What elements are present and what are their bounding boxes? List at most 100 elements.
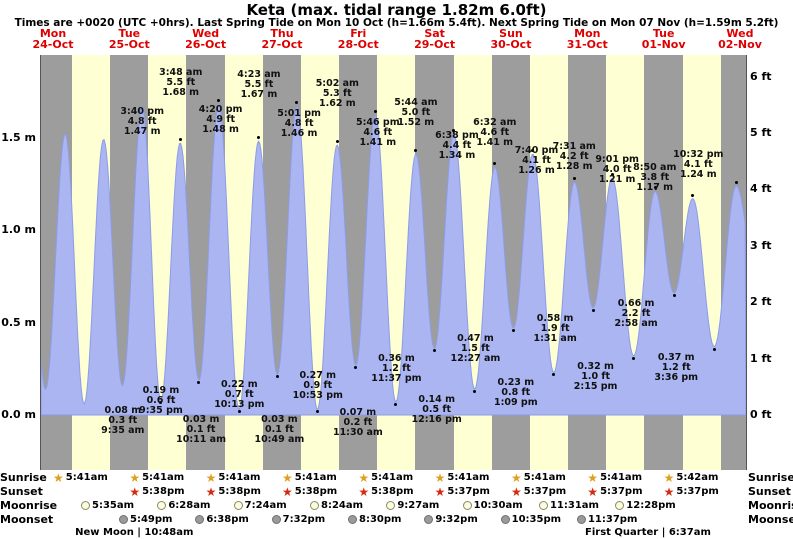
sunset-entry: ★ 5:37pm	[435, 485, 490, 498]
moonrise-row-label-right: Moonrise	[748, 499, 793, 512]
tide-high-label: 7:40 pm 4.1 ft 1.26 m	[509, 145, 565, 176]
moonset-entry: 6:38pm	[195, 513, 249, 526]
right-axis-tick-label: 6 ft	[750, 69, 772, 83]
tide-label-line: 0.27 m	[299, 370, 337, 382]
tide-label-line: 0.07 m	[339, 407, 377, 419]
tide-label-line: 10:11 am	[176, 434, 226, 446]
tide-extreme-marker	[610, 173, 614, 177]
day-label-dow: Fri	[350, 27, 367, 40]
tide-label-line: 0.58 m	[536, 312, 574, 324]
moonset-entry: 8:30pm	[347, 513, 401, 526]
day-label-dow: Sun	[499, 27, 523, 40]
tide-extreme-marker	[275, 375, 279, 379]
moonrise-circle-icon	[157, 501, 167, 510]
sunrise-entry: ★ 5:41am	[435, 471, 490, 484]
tide-low-label: 0.58 m 1.9 ft 1:31 am	[527, 312, 583, 344]
tide-high-label: 5:46 pm 4.6 ft 1.41 m	[350, 118, 406, 148]
tide-high-label: 4:20 pm 4.9 ft 1.48 m	[193, 105, 249, 135]
day-label: Wed 02-Nov	[708, 28, 772, 50]
moonset-entry: 7:32pm	[271, 513, 325, 526]
tide-high-label: 3:48 am 5.5 ft 1.68 m	[153, 68, 209, 98]
tide-label-line: 4.1 ft	[683, 158, 713, 170]
tide-extreme-marker	[531, 149, 535, 153]
day-label: Wed 26-Oct	[174, 28, 238, 50]
tide-label-line: 1.47 m	[123, 126, 161, 138]
moon-phase-note: New Moon | 10:48am	[75, 527, 194, 538]
tide-label-line: 4.8 ft	[284, 117, 314, 129]
tide-label-line: 0.5 ft	[422, 404, 452, 416]
tide-high-label: 8:50 am 3.8 ft 1.17 m	[627, 162, 683, 193]
tide-label-line: 7:31 am	[552, 141, 596, 153]
tide-high-label: 5:02 am 5.3 ft 1.62 m	[309, 79, 365, 109]
tide-high-label: 9:01 pm 4.0 ft 1.21 m	[589, 155, 645, 185]
moonrise-entry: 10:30am	[462, 499, 523, 512]
moonset-time: 6:38pm	[206, 514, 249, 525]
moonrise-entry: 6:28am	[157, 499, 210, 512]
moonrise-entry: 12:28pm	[615, 499, 676, 512]
tide-label-line: 1.9 ft	[540, 322, 570, 334]
sunrise-star-icon: ★	[53, 470, 64, 485]
tide-label-line: 10:53 pm	[292, 390, 343, 402]
right-axis-tick-label: 1 ft	[750, 351, 772, 365]
tide-label-line: 4.1 ft	[522, 154, 551, 166]
moonset-circle-icon	[347, 515, 357, 524]
sunset-time: 5:38pm	[142, 486, 185, 497]
tide-label-line: 1.67 m	[240, 89, 278, 101]
tide-extreme-marker	[295, 101, 299, 105]
tide-extreme-marker	[734, 180, 738, 184]
tide-label-line: 9:35 pm	[139, 404, 183, 416]
tide-label-line: 0.6 ft	[146, 394, 176, 406]
moonrise-time: 11:31am	[549, 500, 599, 511]
tide-label-line: 1.24 m	[679, 168, 717, 180]
tide-label-line: 3.8 ft	[640, 171, 670, 183]
tide-label-line: 0.23 m	[497, 377, 535, 389]
tide-label-line: 0.2 ft	[343, 417, 373, 429]
tide-extreme-marker	[257, 136, 261, 140]
day-label-dow: Tue	[652, 27, 675, 40]
sunrise-star-icon: ★	[358, 470, 370, 485]
sunrise-star-icon: ★	[281, 470, 293, 485]
left-axis-tick-label: 0.5 m	[1, 315, 36, 329]
tide-label-line: 12:27 am	[450, 353, 501, 365]
tide-label-line: 10:49 am	[254, 434, 305, 446]
tide-extreme-marker	[394, 403, 398, 407]
tide-label-line: 4.6 ft	[363, 127, 393, 139]
tide-extreme-marker	[414, 149, 418, 153]
tide-label-line: 0.14 m	[418, 394, 455, 406]
tide-label-line: 1:31 am	[533, 332, 577, 344]
moonset-circle-icon	[119, 515, 128, 524]
tide-label-line: 1.62 m	[318, 98, 356, 110]
tide-low-label: 0.66 m 2.2 ft 2:58 am	[608, 297, 664, 329]
tide-label-line: 6:32 am	[473, 117, 517, 129]
moonrise-entry: 8:24am	[309, 499, 364, 512]
day-label: Mon 24-Oct	[21, 28, 85, 50]
sunset-row-label-left: Sunset	[0, 485, 43, 498]
day-label-date: 01-Nov	[641, 38, 686, 51]
moonrise-entry: 5:35am	[81, 499, 134, 512]
day-label-dow: Sat	[424, 27, 445, 40]
tide-label-line: 1.41 m	[359, 137, 397, 149]
tide-label-line: 0.66 m	[617, 297, 655, 309]
sunset-entry: ★ 5:38pm	[206, 485, 261, 498]
tide-label-line: 6:38 pm	[435, 130, 479, 142]
tide-label-line: 1:09 pm	[493, 397, 538, 409]
moonset-entry: 10:35pm	[500, 513, 561, 526]
tide-label-line: 0.1 ft	[264, 424, 294, 436]
tide-label-line: 9:01 pm	[595, 154, 639, 166]
day-label-dow: Mon	[39, 27, 67, 40]
tide-low-label: 0.23 m 0.8 ft 1:09 pm	[488, 378, 544, 408]
sunset-entry: ★ 5:37pm	[664, 485, 719, 498]
chart-subtitle: Times are +0020 (UTC +0hrs). Last Spring…	[14, 17, 779, 29]
sunrise-time: 5:41am	[294, 472, 337, 483]
tide-label-line: 3:48 am	[159, 67, 203, 79]
moonrise-time: 8:24am	[320, 500, 364, 511]
sunrise-time: 5:41am	[600, 472, 643, 483]
tide-extreme-marker	[712, 347, 716, 351]
sunrise-entry: ★ 5:41am	[129, 471, 184, 484]
tide-label-line: 1.5 ft	[461, 343, 490, 355]
tide-label-line: 0.03 m	[261, 414, 298, 426]
tide-label-line: 1.68 m	[162, 87, 200, 99]
tide-label-line: 0.36 m	[378, 353, 415, 365]
moonrise-circle-icon	[309, 501, 319, 510]
sunset-entry: ★ 5:37pm	[511, 485, 566, 498]
